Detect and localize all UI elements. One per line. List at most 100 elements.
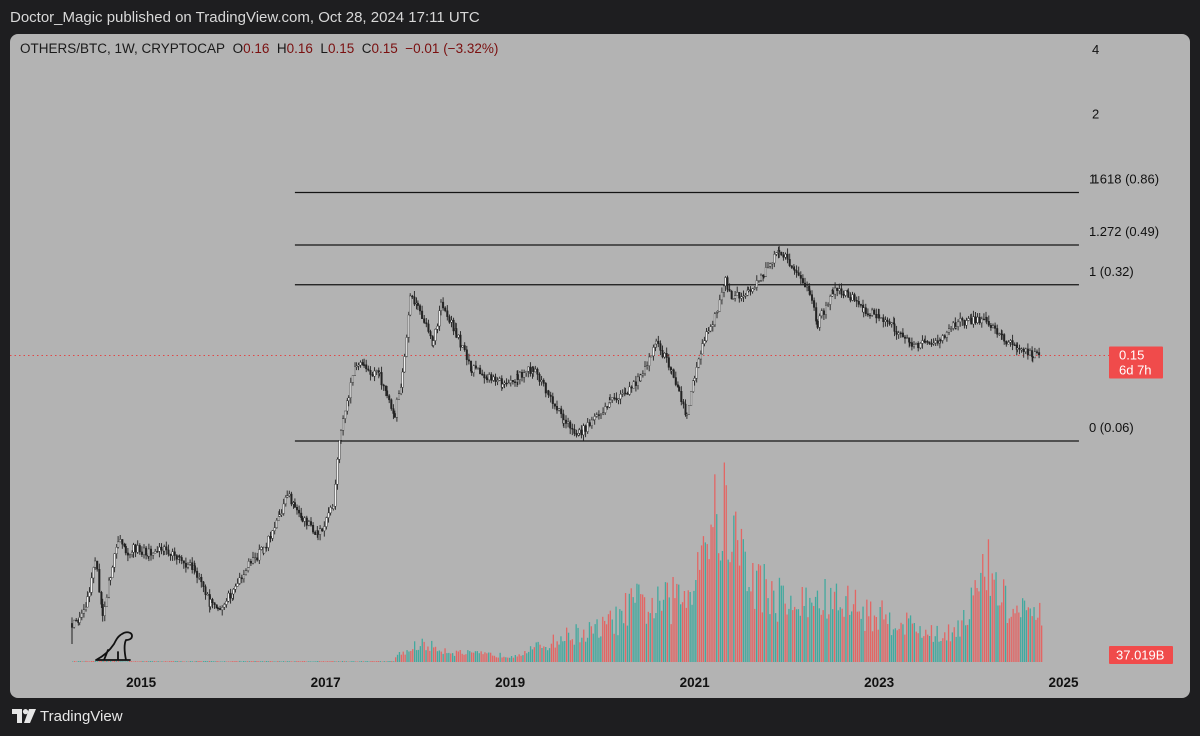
volume-bar — [246, 661, 249, 662]
candle-body — [496, 380, 499, 382]
candle-body — [813, 300, 816, 308]
volume-bar — [214, 661, 216, 662]
candle-body — [398, 393, 401, 400]
volume-bar — [746, 591, 748, 662]
volume-bar — [877, 629, 879, 662]
volume-bar — [320, 661, 323, 662]
candle-body — [547, 390, 550, 396]
volume-bar — [195, 661, 197, 662]
volume-bar — [792, 610, 794, 662]
candle-body — [1031, 356, 1034, 359]
volume-bar — [657, 586, 659, 662]
candle-body — [641, 373, 644, 376]
volume-bar — [579, 642, 581, 662]
candle-body — [637, 376, 640, 386]
candle-body — [639, 374, 642, 382]
volume-bar — [110, 661, 112, 662]
volume-bar — [360, 661, 363, 662]
volume-bar — [966, 624, 969, 662]
candle-body — [303, 517, 306, 522]
candle-body — [96, 560, 99, 570]
candle-body — [263, 546, 266, 554]
volume-bar — [349, 661, 351, 662]
candle-body — [584, 425, 587, 432]
volume-bar — [552, 634, 554, 662]
candle-body — [169, 553, 172, 556]
volume-bar — [395, 657, 397, 662]
volume-bar — [434, 646, 437, 662]
volume-bar — [347, 661, 349, 662]
candle-body — [256, 557, 259, 561]
volume-bar — [385, 661, 387, 662]
candle-body — [980, 318, 983, 324]
candle-body — [82, 609, 85, 614]
candle-body — [919, 343, 922, 349]
volume-bar — [647, 611, 649, 662]
candle-body — [189, 562, 192, 565]
candle-body — [678, 386, 681, 392]
volume-bar — [961, 620, 963, 662]
candle-body — [769, 263, 772, 267]
candle-body — [709, 326, 712, 332]
volume-bar — [404, 654, 406, 662]
volume-bar — [835, 583, 838, 662]
candle-body — [611, 397, 614, 401]
candle-body — [832, 290, 835, 295]
volume-bar — [911, 623, 914, 662]
volume-bar — [706, 544, 708, 662]
volume-bar — [769, 614, 771, 662]
candle-body — [338, 440, 341, 460]
volume-bar — [898, 628, 900, 662]
volume-bar — [602, 616, 604, 662]
volume-bar — [864, 630, 866, 662]
candle-body — [578, 429, 581, 434]
volume-bar — [396, 654, 399, 662]
volume-bar — [710, 524, 712, 662]
candle-body — [751, 288, 754, 292]
candle-body — [941, 335, 944, 341]
candle-body — [976, 316, 979, 324]
volume-bar — [571, 639, 573, 662]
footer: TradingView — [0, 698, 1200, 736]
volume-bar — [813, 606, 815, 662]
candle-body — [273, 527, 276, 531]
volume-bar — [1035, 619, 1037, 662]
volume-bar — [362, 661, 364, 662]
candle-body — [518, 372, 521, 381]
volume-bar — [216, 661, 218, 662]
candle-body — [461, 345, 464, 348]
chart-panel[interactable]: 1.618 (0.86) 1.272 (0.49) 1 (0.32) 0 (0.06)… — [10, 34, 1190, 698]
volume-bar — [573, 644, 575, 662]
volume-bar — [127, 661, 129, 662]
volume-bar — [509, 657, 511, 662]
candle-body — [928, 341, 931, 344]
volume-bar — [423, 641, 425, 662]
volume-bar — [932, 641, 934, 662]
candle-body — [1029, 350, 1032, 356]
volume-bar — [149, 661, 152, 662]
volume-bar — [666, 582, 668, 662]
candle-body — [365, 364, 368, 370]
candle-body — [755, 280, 758, 288]
volume-bar — [938, 641, 940, 662]
volume-bar — [826, 618, 828, 662]
candle-body — [713, 313, 716, 326]
candle-body — [86, 596, 89, 608]
volume-bar — [1020, 617, 1022, 662]
volume-bar — [501, 657, 503, 662]
candle-body — [193, 565, 196, 572]
volume-bar — [590, 626, 592, 662]
volume-bar — [357, 661, 359, 662]
volume-bar — [693, 590, 695, 662]
candle-body — [483, 374, 486, 379]
close-value: 0.15 — [371, 41, 398, 56]
volume-bar — [982, 554, 984, 662]
volume-bar — [148, 661, 150, 662]
volume-bar — [828, 614, 830, 662]
volume-bar — [773, 590, 775, 662]
candle-body — [392, 408, 395, 414]
volume-bar — [461, 653, 463, 662]
price-chart[interactable]: 1.618 (0.86) 1.272 (0.49) 1 (0.32) 0 (0.06)… — [10, 34, 1190, 698]
volume-bar — [672, 577, 674, 662]
candle-body — [247, 567, 250, 571]
